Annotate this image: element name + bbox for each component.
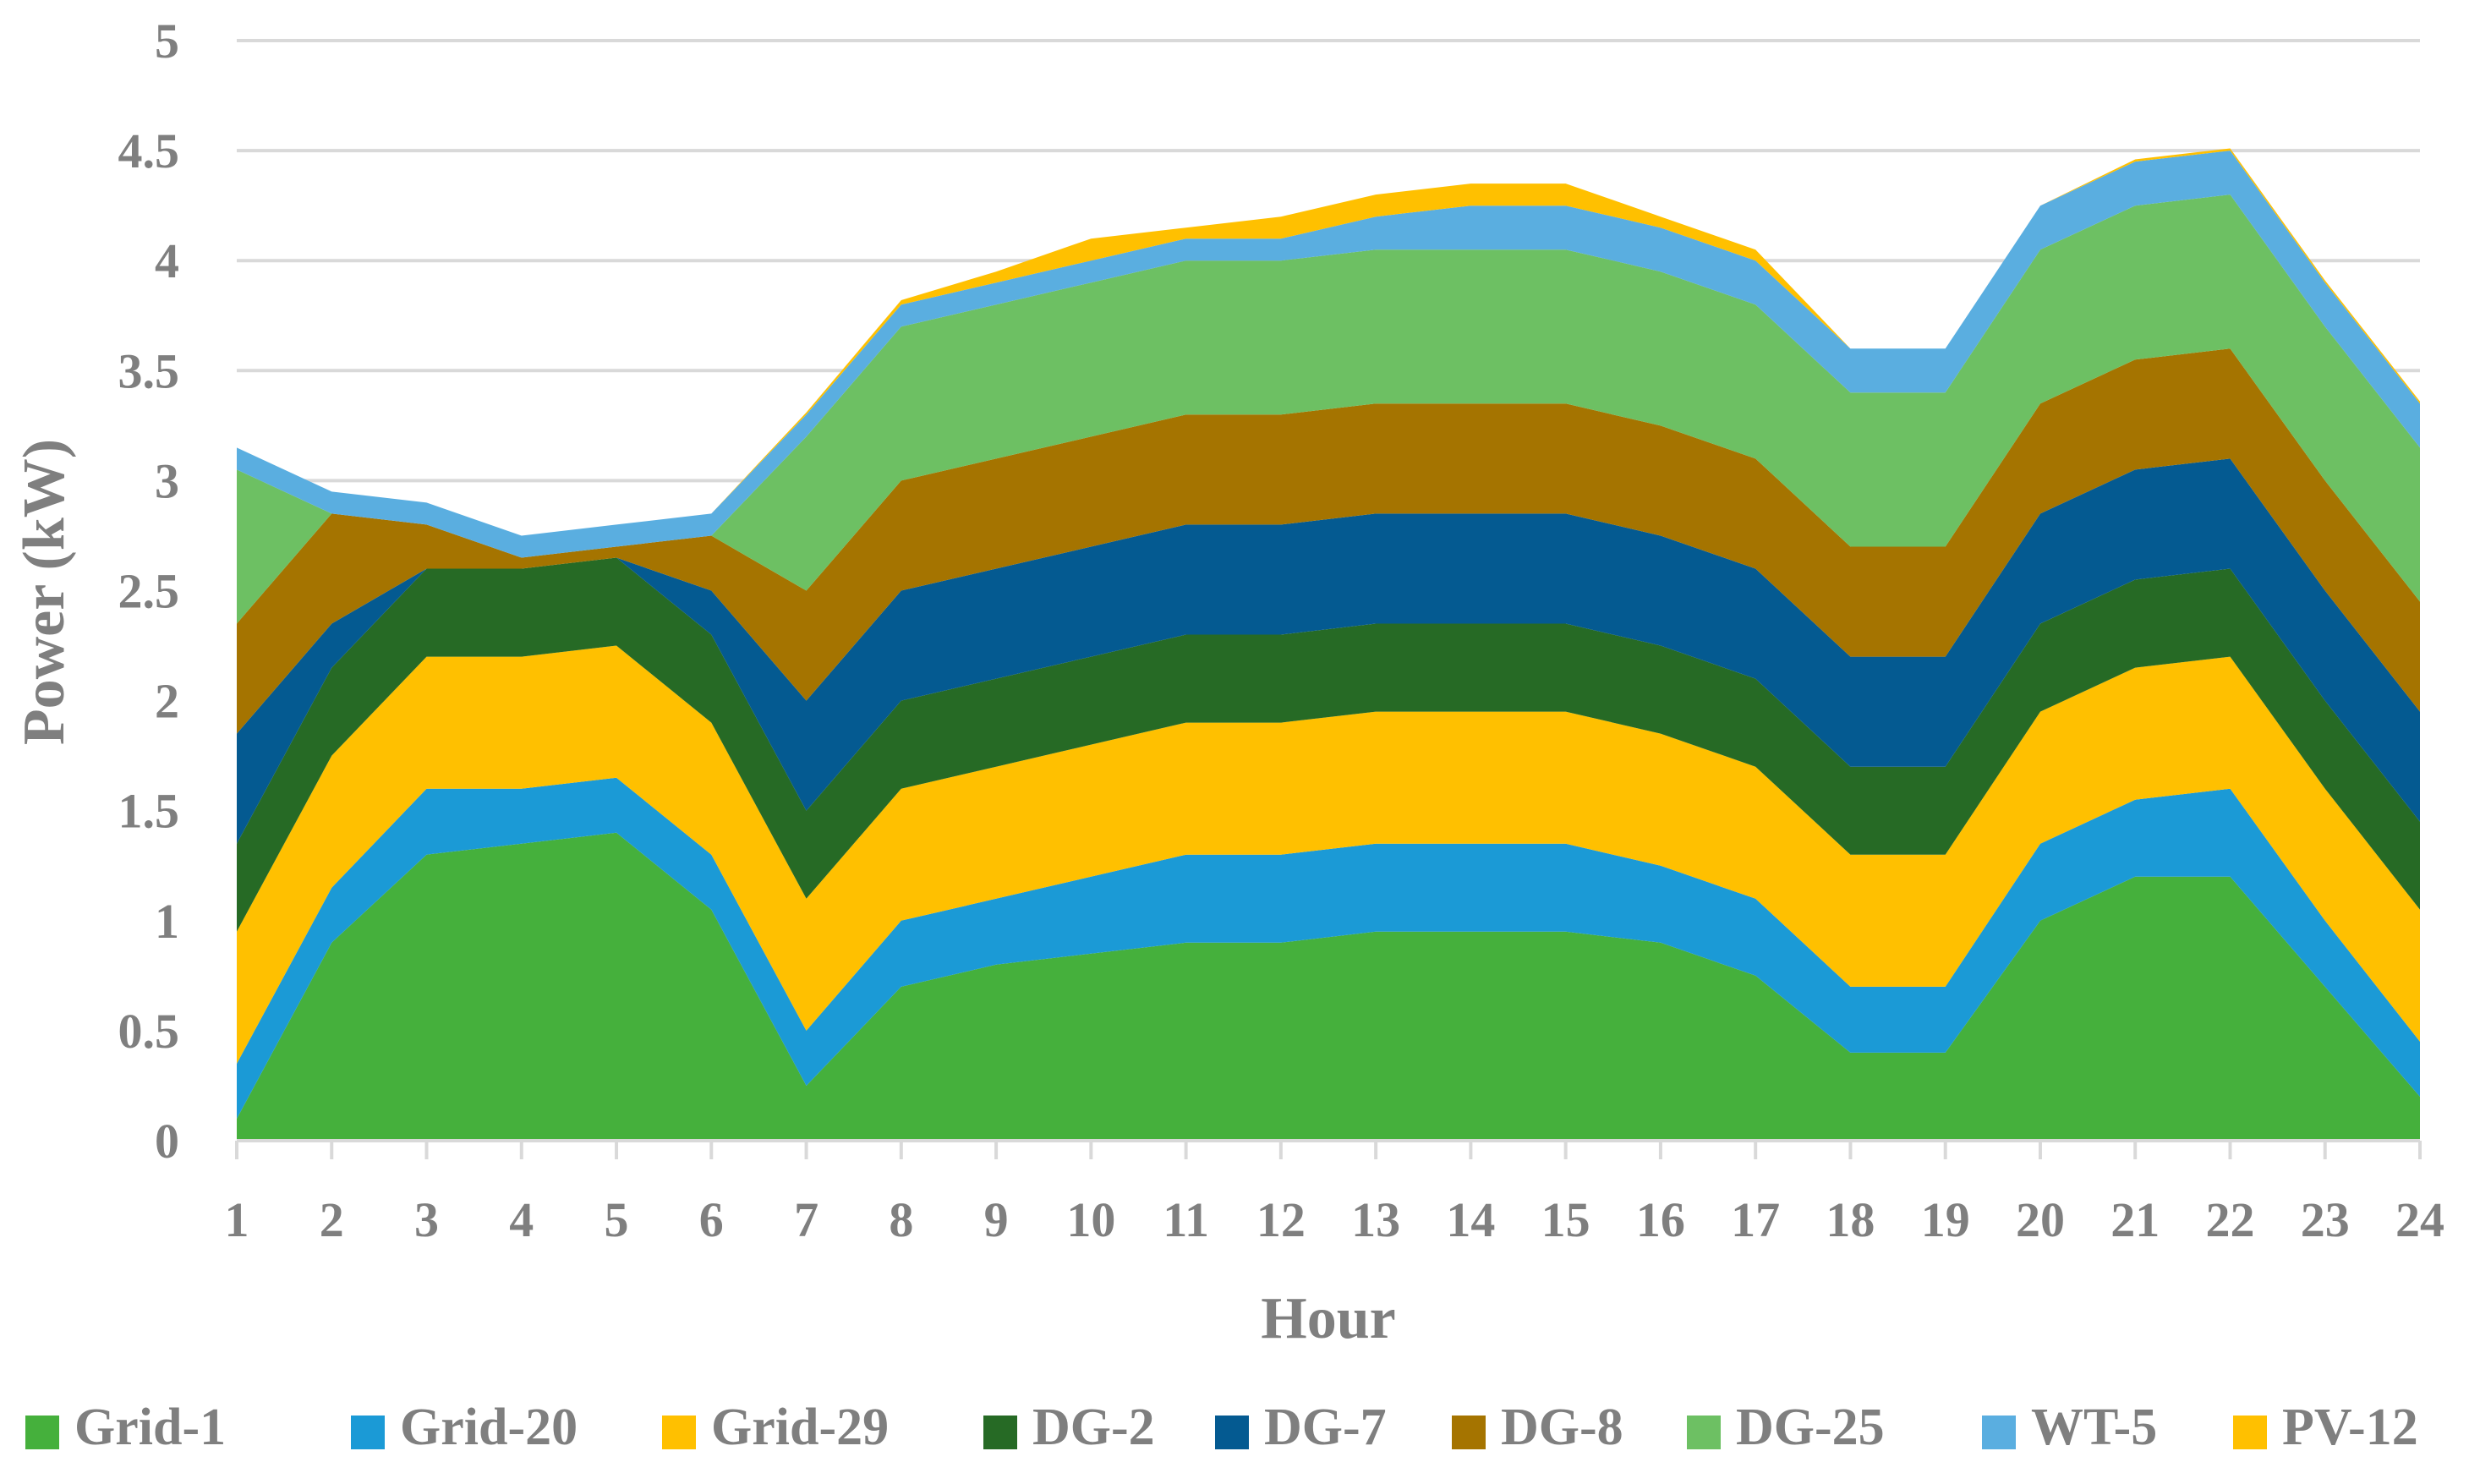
legend-label: Grid-1	[74, 1399, 226, 1456]
legend-swatch	[662, 1416, 696, 1449]
axes	[235, 1139, 2422, 1159]
x-axis-title: Hour	[1261, 1286, 1395, 1351]
y-tick-label: 2	[155, 674, 179, 729]
legend-item-dg-7: DG-7	[1215, 1399, 1387, 1456]
legend-label: Grid-20	[400, 1399, 578, 1456]
x-tick-label: 7	[794, 1192, 818, 1247]
area-wt-5	[237, 151, 2420, 558]
x-tick-label: 18	[1826, 1192, 1875, 1247]
x-tick-label: 16	[1636, 1192, 1685, 1247]
legend-label: DG-7	[1264, 1399, 1387, 1456]
legend-swatch	[25, 1416, 59, 1449]
x-tick-label: 20	[2016, 1192, 2065, 1247]
x-tick-labels: 1 2 3 4 5 6 7 8 9 10 11 12 13 14 15 16 17 18 19 20 21 22 23 24	[225, 1192, 2445, 1247]
legend: Grid-1 Grid-20 Grid-29 DG-2 DG-7 DG-8 DG-25 WT-…	[25, 1399, 2418, 1456]
y-tick-label: 4.5	[118, 123, 180, 178]
area-grid-20	[237, 777, 2420, 1119]
x-tick-label: 23	[2301, 1192, 2350, 1247]
x-tick-label: 8	[889, 1192, 913, 1247]
area-dg-8	[237, 348, 2420, 734]
x-tick-label: 9	[984, 1192, 1009, 1247]
legend-label: DG-8	[1501, 1399, 1623, 1456]
legend-item-dg-25: DG-25	[1687, 1399, 1885, 1456]
legend-swatch	[2233, 1416, 2267, 1449]
x-tick-label: 3	[414, 1192, 439, 1247]
legend-swatch	[351, 1416, 385, 1449]
legend-item-dg-2: DG-2	[983, 1399, 1155, 1456]
area-grid-29	[237, 645, 2420, 1064]
legend-item-pv-12: PV-12	[2233, 1399, 2418, 1456]
x-tick-label: 4	[509, 1192, 534, 1247]
y-tick-label: 1.5	[118, 784, 180, 839]
legend-label: PV-12	[2282, 1399, 2418, 1456]
y-tick-label: 2.5	[118, 564, 180, 619]
legend-label: WT-5	[2031, 1399, 2157, 1456]
legend-swatch	[1215, 1416, 1249, 1449]
y-tick-label: 0.5	[118, 1004, 180, 1059]
x-tick-label: 11	[1163, 1192, 1209, 1247]
legend-item-grid-20: Grid-20	[351, 1399, 578, 1456]
x-tick-label: 2	[320, 1192, 344, 1247]
area-grid-1	[237, 832, 2420, 1141]
x-tick-label: 10	[1066, 1192, 1115, 1247]
legend-item-wt-5: WT-5	[1982, 1399, 2157, 1456]
x-tick-label: 21	[2110, 1192, 2160, 1247]
area-series	[237, 148, 2420, 1141]
area-dg-2	[237, 557, 2420, 932]
legend-item-grid-29: Grid-29	[662, 1399, 889, 1456]
y-tick-label: 0	[155, 1114, 179, 1169]
legend-swatch	[1982, 1416, 2016, 1449]
legend-label: Grid-29	[711, 1399, 889, 1456]
y-tick-label: 1	[155, 894, 179, 949]
legend-label: DG-25	[1736, 1399, 1885, 1456]
area-pv-12	[237, 148, 2420, 536]
y-tick-label: 3.5	[118, 343, 180, 398]
x-tick-label: 5	[605, 1192, 629, 1247]
x-tick-label: 1	[225, 1192, 249, 1247]
x-tick-label: 15	[1541, 1192, 1590, 1247]
x-tick-label: 13	[1351, 1192, 1400, 1247]
legend-swatch	[1687, 1416, 1721, 1449]
y-tick-labels: 0 0.5 1 1.5 2 2.5 3 3.5 4 4.5 5	[118, 14, 180, 1169]
x-tick-label: 12	[1256, 1192, 1306, 1247]
x-tick-label: 19	[1921, 1192, 1970, 1247]
x-tick-label: 6	[699, 1192, 724, 1247]
legend-swatch	[983, 1416, 1017, 1449]
y-tick-label: 5	[155, 14, 179, 68]
x-tick-label: 17	[1731, 1192, 1780, 1247]
x-tick-label: 24	[2395, 1192, 2444, 1247]
y-tick-label: 3	[155, 453, 179, 508]
legend-label: DG-2	[1032, 1399, 1155, 1456]
x-tick-label: 22	[2205, 1192, 2254, 1247]
area-dg-25	[237, 194, 2420, 624]
legend-item-dg-8: DG-8	[1452, 1399, 1623, 1456]
y-tick-label: 4	[155, 233, 179, 288]
area-dg-7	[237, 458, 2420, 844]
x-tick-label: 14	[1446, 1192, 1495, 1247]
legend-swatch	[1452, 1416, 1486, 1449]
legend-item-grid-1: Grid-1	[25, 1399, 226, 1456]
y-axis-title: Power (kW)	[12, 439, 77, 745]
